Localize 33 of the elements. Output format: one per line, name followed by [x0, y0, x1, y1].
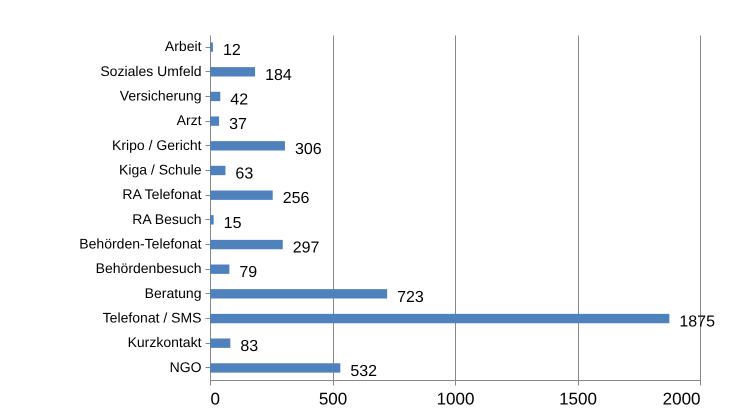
data-label: 184: [265, 66, 292, 84]
x-tick-label: 0: [210, 390, 220, 408]
y-tick-label: Kiga / Schule: [119, 161, 202, 178]
y-tick-label: Kurzkontakt: [128, 334, 202, 350]
x-tick-label: 500: [318, 390, 348, 408]
x-tick-label: 1500: [559, 390, 597, 408]
x-tick-label: 2000: [662, 390, 700, 408]
data-label: 15: [224, 214, 242, 232]
y-tick-label: Soziales Umfeld: [100, 62, 202, 79]
data-label: 723: [397, 288, 424, 306]
data-label: 297: [292, 240, 320, 257]
y-tick-label: Kripo / Gericht: [112, 136, 202, 153]
y-tick-label: Telefonat / SMS: [102, 310, 202, 326]
data-label: 63: [235, 165, 254, 182]
data-label: 12: [222, 42, 241, 60]
data-label: 532: [350, 362, 378, 380]
y-tick-label: Behörden-Telefonat: [79, 236, 202, 252]
y-tick-label: Arzt: [176, 112, 202, 128]
y-tick-label: RA Telefonat: [122, 186, 202, 202]
data-label: 42: [230, 91, 248, 108]
y-tick-label: RA Besuch: [132, 210, 202, 227]
y-tick-label: NGO: [170, 358, 202, 375]
x-tick-label: 1000: [436, 390, 474, 408]
y-tick-label: Behördenbesuch: [96, 260, 202, 276]
data-label: 256: [282, 190, 310, 208]
data-label: 1875: [679, 314, 716, 331]
data-label: 37: [229, 116, 247, 134]
y-tick-label: Beratung: [144, 284, 202, 301]
y-tick-label: Arbeit: [164, 38, 202, 54]
data-label: 306: [294, 140, 322, 158]
y-tick-label: Versicherung: [120, 87, 202, 104]
data-label: 79: [239, 264, 258, 282]
data-label: 83: [240, 338, 258, 356]
